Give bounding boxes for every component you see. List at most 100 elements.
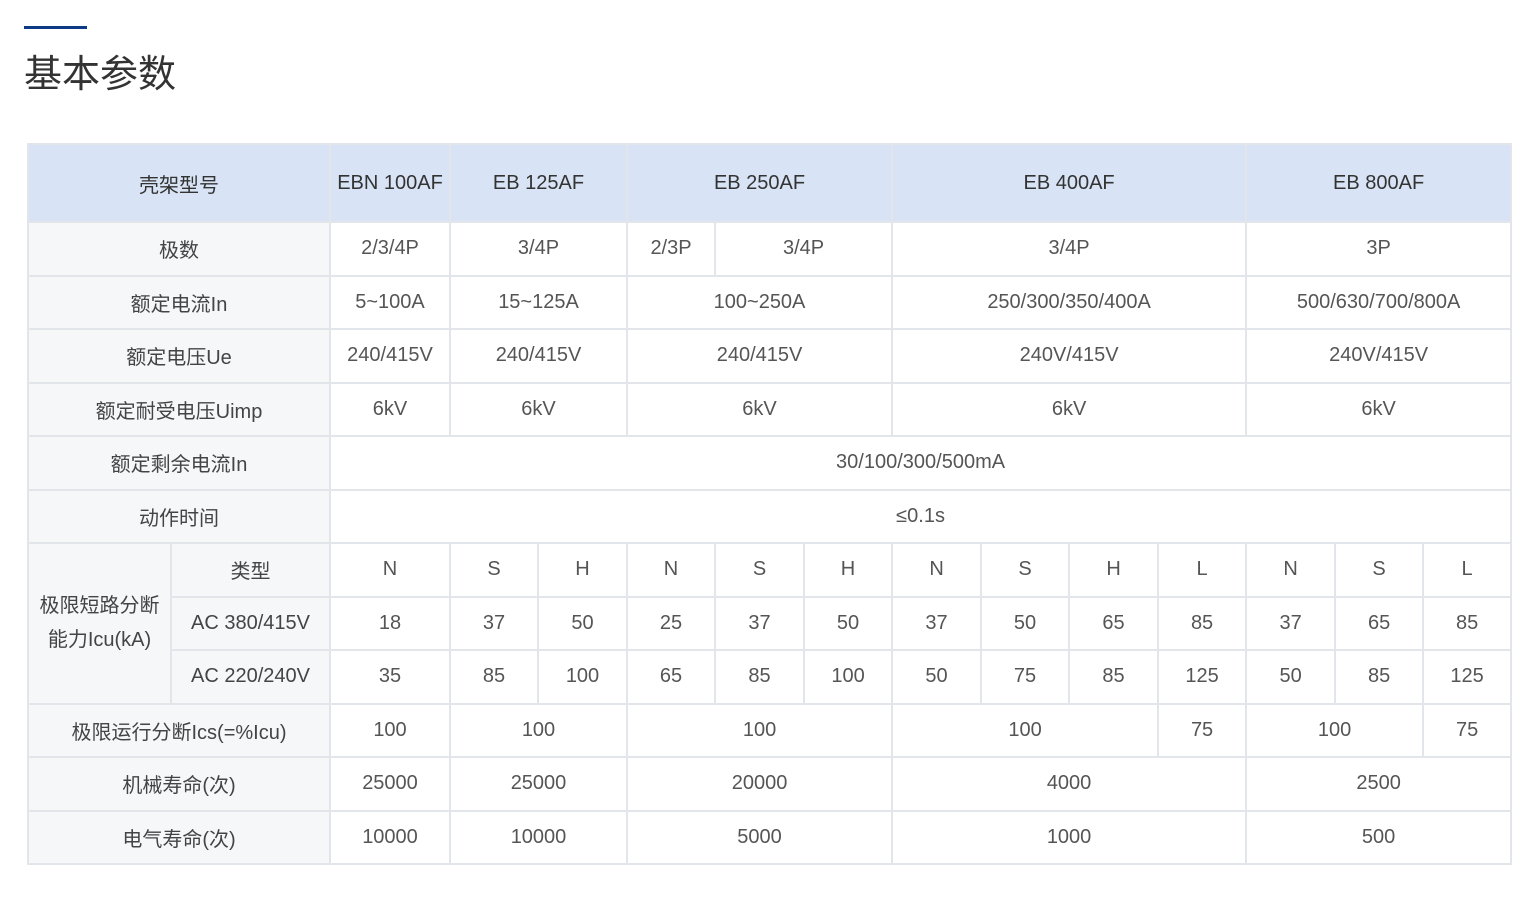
table-cell: 10000 <box>329 809 451 865</box>
table-cell: 85 <box>1422 595 1513 651</box>
row-label-cell: 类型 <box>170 542 331 598</box>
table-cell: 500 <box>1245 809 1513 865</box>
table-cell: 5000 <box>626 809 894 865</box>
table-cell: 50 <box>1245 649 1337 705</box>
row-label-cell: 机械寿命(次) <box>27 756 331 812</box>
header-cell: EB 250AF <box>626 143 894 223</box>
table-cell: 100 <box>626 702 894 758</box>
table-cell: 3/4P <box>448 221 629 277</box>
title-accent-bar <box>24 26 87 29</box>
table-row: 极数 2/3/4P 3/4P 2/3P 3/4P 3/4P 3P <box>27 221 1513 277</box>
table-cell: 250/300/350/400A <box>891 274 1248 330</box>
table-cell: 2500 <box>1245 756 1513 812</box>
row-label-cell: 额定电压Ue <box>27 328 331 384</box>
table-row: AC 220/240V 35 85 100 65 85 100 50 75 85 125 50 85 12… <box>28 649 1513 705</box>
table-row: 极限短路分断能力Icu(kA) 类型 N S H N S H N S H L N S L <box>27 542 1513 705</box>
table-cell: 240/415V <box>626 328 894 384</box>
table-cell: S <box>1334 542 1425 598</box>
table-cell: 100~250A <box>626 274 894 330</box>
table-cell: 50 <box>980 595 1071 651</box>
header-cell: EB 125AF <box>448 143 629 223</box>
table-cell: 240V/415V <box>1245 328 1513 384</box>
table-row: 机械寿命(次) 25000 25000 20000 4000 2500 <box>27 756 1513 812</box>
table-cell: N <box>329 542 451 598</box>
table-cell: 6kV <box>448 381 629 437</box>
table-cell: S <box>980 542 1071 598</box>
table-cell: 6kV <box>626 381 894 437</box>
table-cell: 75 <box>980 649 1071 705</box>
row-label-cell: 极限运行分断Ics(=%Icu) <box>27 702 331 758</box>
table-cell: 65 <box>1068 595 1160 651</box>
table-row: 电气寿命(次) 10000 10000 5000 1000 500 <box>27 809 1513 865</box>
table-cell: 100 <box>329 702 451 758</box>
row-label-cell: 电气寿命(次) <box>27 809 331 865</box>
table-cell: 35 <box>329 649 451 705</box>
table-cell: N <box>891 542 983 598</box>
table-cell: 100 <box>448 702 629 758</box>
row-label-cell: 壳架型号 <box>27 143 331 223</box>
table-cell: 85 <box>714 649 806 705</box>
table-cell: 6kV <box>891 381 1248 437</box>
table-cell: 100 <box>1245 702 1425 758</box>
table-cell: 25 <box>626 595 717 651</box>
table-cell: 6kV <box>1245 381 1513 437</box>
table-cell: 25000 <box>448 756 629 812</box>
row-label-cell: AC 220/240V <box>170 649 331 705</box>
page-title: 基本参数 <box>24 54 177 96</box>
row-label-cell: 额定耐受电压Uimp <box>27 381 331 437</box>
row-label-cell: AC 380/415V <box>170 595 331 651</box>
table-cell: 85 <box>1068 649 1160 705</box>
table-cell: 37 <box>449 595 539 651</box>
table-cell: 10000 <box>448 809 629 865</box>
table-cell: 85 <box>449 649 539 705</box>
table-cell: 2/3P <box>626 221 717 277</box>
table-cell: 15~125A <box>448 274 629 330</box>
table-cell: 100 <box>536 649 629 705</box>
table-cell: H <box>536 542 629 598</box>
row-label-cell: 极数 <box>27 221 331 277</box>
table-cell: 25000 <box>329 756 451 812</box>
table-cell: 30/100/300/500mA <box>328 435 1513 491</box>
table-cell: ≤0.1s <box>328 488 1513 544</box>
table-cell: 85 <box>1157 595 1248 651</box>
spec-table: 壳架型号 EBN 100AF EB 125AF EB 250AF EB 400AF EB … <box>27 143 1513 865</box>
table-row: 额定耐受电压Uimp 6kV 6kV 6kV 6kV 6kV <box>27 381 1513 437</box>
table-cell: 75 <box>1422 702 1513 758</box>
table-cell: 85 <box>1334 649 1425 705</box>
table-cell: 3/4P <box>891 221 1248 277</box>
row-label-cell: 动作时间 <box>27 488 331 544</box>
header-cell: EBN 100AF <box>329 143 451 223</box>
table-cell: N <box>1245 542 1337 598</box>
table-row: 额定电压Ue 240/415V 240/415V 240/415V 240V/415V 2… <box>27 328 1513 384</box>
table-cell: N <box>626 542 717 598</box>
table-cell: L <box>1422 542 1513 598</box>
table-cell: 240/415V <box>329 328 451 384</box>
table-cell: 65 <box>626 649 717 705</box>
table-cell: 500/630/700/800A <box>1245 274 1513 330</box>
row-label-cell: 极限短路分断能力Icu(kA) <box>27 542 172 705</box>
table-cell: 3P <box>1245 221 1513 277</box>
table-cell: 37 <box>1245 595 1337 651</box>
table-cell: 50 <box>891 649 983 705</box>
header-cell: EB 400AF <box>891 143 1248 223</box>
table-cell: 240/415V <box>448 328 629 384</box>
table-row: 额定剩余电流In 30/100/300/500mA <box>27 435 1513 491</box>
table-cell: 6kV <box>329 381 451 437</box>
table-cell: 5~100A <box>329 274 451 330</box>
table-cell: 37 <box>891 595 983 651</box>
table-cell: 18 <box>329 595 451 651</box>
table-cell: 3/4P <box>714 221 894 277</box>
table-cell: 1000 <box>891 809 1248 865</box>
table-cell: 125 <box>1157 649 1248 705</box>
table-cell: 75 <box>1157 702 1248 758</box>
table-cell: S <box>714 542 806 598</box>
table-cell: 125 <box>1422 649 1513 705</box>
table-cell: 50 <box>536 595 629 651</box>
row-label-cell: 额定剩余电流In <box>27 435 331 491</box>
table-cell: H <box>1068 542 1160 598</box>
header-cell: EB 800AF <box>1245 143 1513 223</box>
table-cell: 100 <box>803 649 894 705</box>
table-row: 动作时间 ≤0.1s <box>27 488 1513 544</box>
table-cell: L <box>1157 542 1248 598</box>
row-label-cell: 额定电流In <box>27 274 331 330</box>
